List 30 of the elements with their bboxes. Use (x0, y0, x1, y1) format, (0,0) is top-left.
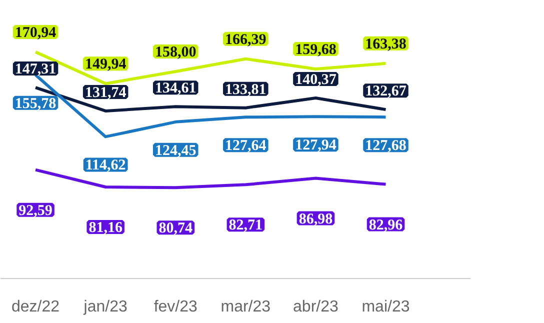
data-label: 114,62 (85, 158, 126, 174)
data-label: 131,74 (84, 84, 127, 101)
x-tick-label: mai/23 (362, 298, 410, 316)
data-label: 140,37 (295, 72, 337, 88)
data-label: 166,39 (225, 32, 266, 48)
data-label: 86,98 (298, 211, 333, 228)
x-tick-label: dez/22 (12, 298, 60, 316)
data-label: 127,68 (365, 138, 406, 154)
data-label: 158,00 (154, 44, 196, 60)
data-label: 92,59 (18, 202, 52, 219)
data-label: 163,38 (365, 36, 406, 52)
data-label: 80,74 (158, 220, 193, 237)
data-label: 132,67 (365, 84, 407, 100)
data-label: 155,78 (14, 96, 56, 112)
data-label: 124,45 (154, 142, 196, 159)
data-label: 82,71 (228, 218, 263, 234)
x-tick-label: fev/23 (154, 298, 198, 316)
data-label: 133,81 (225, 82, 266, 98)
data-label: 81,16 (88, 220, 123, 236)
x-tick-label: jan/23 (82, 298, 128, 316)
data-label: 82,96 (368, 217, 404, 234)
data-label: 147,31 (14, 62, 56, 78)
data-label: 170,94 (14, 25, 57, 42)
data-label: 134,61 (154, 80, 196, 97)
data-label: 127,64 (225, 138, 267, 154)
x-tick-label: abr/23 (293, 298, 338, 316)
data-label: 127,94 (295, 138, 337, 154)
data-label: 149,94 (84, 56, 127, 73)
x-tick-label: mar/23 (220, 298, 271, 316)
data-label: 159,68 (295, 42, 336, 58)
